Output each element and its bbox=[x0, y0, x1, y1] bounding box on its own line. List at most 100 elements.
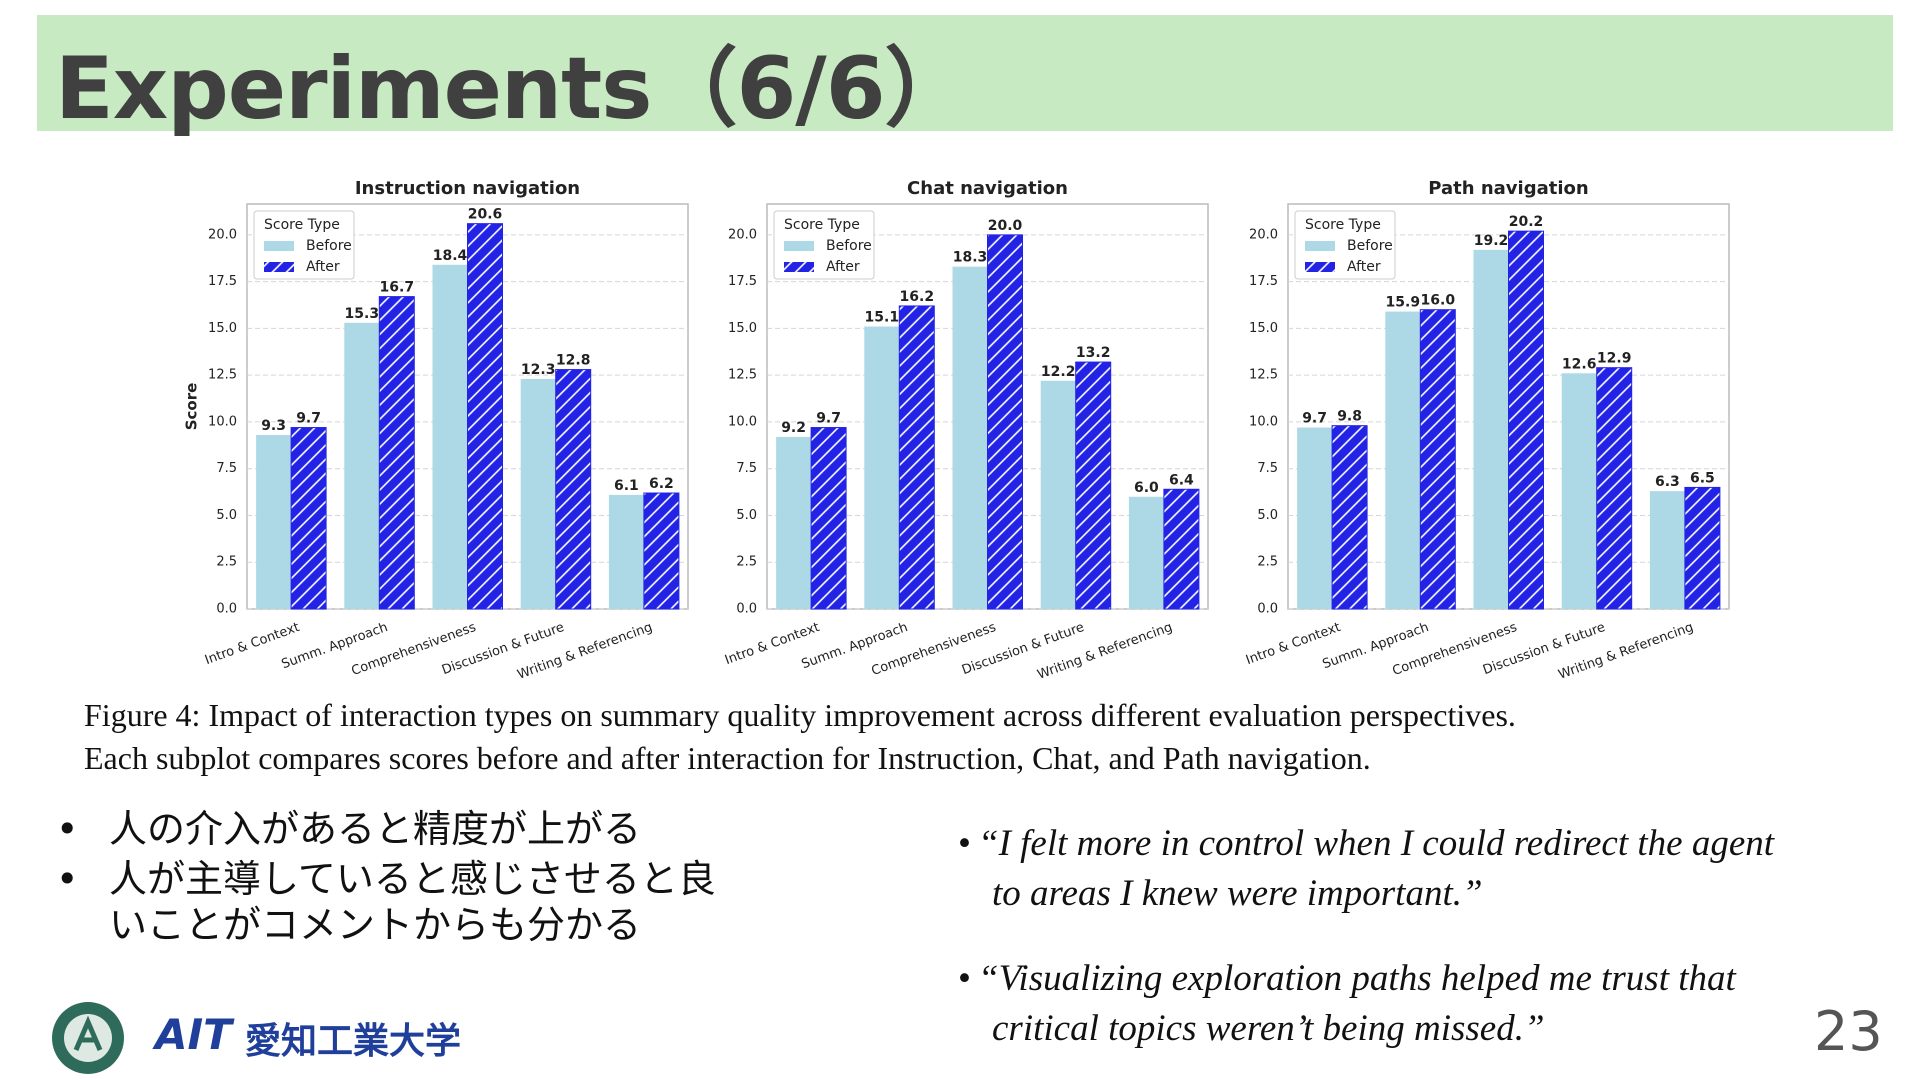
y-tick-label: 12.5 bbox=[1249, 368, 1278, 383]
quote-text: “Visualizing exploration paths helped me… bbox=[978, 958, 1736, 1049]
quote-dot: • bbox=[958, 958, 971, 999]
y-tick-label: 5.0 bbox=[216, 508, 237, 523]
value-label: 12.8 bbox=[556, 353, 591, 369]
bar bbox=[1596, 367, 1633, 610]
slide-title: Experiments（6/6） bbox=[55, 39, 971, 139]
bar bbox=[1649, 491, 1685, 609]
legend-title: Score Type bbox=[784, 217, 860, 233]
y-tick-label: 0.0 bbox=[216, 602, 237, 617]
bullet-dot: • bbox=[56, 857, 79, 901]
logo-emblem bbox=[52, 1002, 124, 1074]
legend-swatch bbox=[784, 241, 814, 251]
bar bbox=[776, 436, 812, 609]
bar bbox=[952, 266, 988, 609]
value-label: 15.9 bbox=[1386, 295, 1421, 311]
quote-dot: • bbox=[958, 823, 971, 864]
bar bbox=[520, 378, 556, 609]
value-label: 9.7 bbox=[296, 411, 321, 427]
value-label: 9.8 bbox=[1337, 409, 1362, 425]
y-tick-label: 2.5 bbox=[736, 555, 757, 570]
legend-label: Before bbox=[306, 238, 352, 254]
page-number: 23 bbox=[1814, 1000, 1883, 1063]
bar bbox=[432, 264, 468, 609]
legend-label: After bbox=[1347, 259, 1381, 275]
y-tick-label: 0.0 bbox=[1257, 602, 1278, 617]
y-tick-label: 20.0 bbox=[1249, 227, 1278, 242]
value-label: 9.2 bbox=[781, 420, 806, 436]
legend-swatch bbox=[264, 241, 294, 251]
caption-line: Figure 4: Impact of interaction types on… bbox=[84, 697, 1516, 733]
y-axis-label: Score bbox=[183, 383, 201, 431]
value-label: 20.0 bbox=[988, 218, 1023, 234]
y-tick-label: 17.5 bbox=[208, 274, 237, 289]
value-label: 15.3 bbox=[345, 306, 380, 322]
bar bbox=[1331, 425, 1368, 610]
bar bbox=[1684, 486, 1721, 610]
legend-label: After bbox=[826, 259, 860, 275]
title-bar bbox=[37, 15, 1893, 131]
legend-label: Before bbox=[1347, 238, 1393, 254]
bar bbox=[1163, 488, 1200, 610]
y-tick-label: 7.5 bbox=[1257, 461, 1278, 476]
legend-title: Score Type bbox=[1305, 217, 1381, 233]
y-tick-label: 12.5 bbox=[728, 368, 757, 383]
bar bbox=[1297, 427, 1333, 609]
y-tick-label: 15.0 bbox=[728, 321, 757, 336]
bar bbox=[378, 296, 415, 610]
caption-line: Each subplot compares scores before and … bbox=[84, 740, 1371, 776]
quote: • “Visualizing exploration paths helped m… bbox=[958, 954, 1788, 1054]
bar bbox=[810, 427, 847, 610]
legend-swatch bbox=[264, 262, 294, 272]
value-label: 9.3 bbox=[261, 418, 286, 434]
bar bbox=[1473, 249, 1509, 609]
chart-title: Instruction navigation bbox=[355, 178, 580, 199]
bar bbox=[987, 234, 1023, 610]
y-tick-label: 12.5 bbox=[208, 368, 237, 383]
bar bbox=[1128, 496, 1164, 609]
value-label: 6.2 bbox=[649, 476, 674, 492]
bar bbox=[898, 305, 935, 610]
value-label: 20.6 bbox=[468, 207, 503, 223]
legend-label: Before bbox=[826, 238, 872, 254]
y-tick-label: 15.0 bbox=[1249, 321, 1278, 336]
bar bbox=[344, 322, 380, 609]
bullet-text: 人が主導していると感じさせると良いことがコメントからも分かる bbox=[109, 857, 716, 947]
y-tick-label: 17.5 bbox=[1249, 274, 1278, 289]
value-label: 12.2 bbox=[1041, 364, 1076, 380]
value-label: 6.3 bbox=[1655, 474, 1680, 490]
bar bbox=[1075, 361, 1112, 610]
legend-swatch bbox=[1305, 241, 1335, 251]
y-tick-label: 5.0 bbox=[736, 508, 757, 523]
value-label: 19.2 bbox=[1474, 233, 1509, 249]
chart-title: Chat navigation bbox=[907, 178, 1068, 199]
bar bbox=[1508, 230, 1544, 610]
bar bbox=[1561, 373, 1597, 609]
value-label: 9.7 bbox=[816, 411, 841, 427]
value-label: 15.1 bbox=[865, 310, 900, 326]
value-label: 16.2 bbox=[900, 289, 935, 305]
legend-label: After bbox=[306, 259, 340, 275]
value-label: 13.2 bbox=[1076, 345, 1111, 361]
legend-swatch bbox=[1305, 262, 1335, 272]
y-tick-label: 2.5 bbox=[216, 555, 237, 570]
value-label: 6.0 bbox=[1134, 480, 1159, 496]
y-tick-label: 10.0 bbox=[728, 414, 757, 429]
bullet-text: 人の介入があると精度が上がる bbox=[109, 807, 642, 851]
value-label: 6.1 bbox=[614, 478, 639, 494]
y-tick-label: 5.0 bbox=[1257, 508, 1278, 523]
value-label: 16.0 bbox=[1421, 293, 1456, 309]
y-tick-label: 7.5 bbox=[736, 461, 757, 476]
value-label: 12.6 bbox=[1562, 356, 1597, 372]
chart-title: Path navigation bbox=[1428, 178, 1588, 199]
bar bbox=[290, 427, 327, 610]
y-tick-label: 0.0 bbox=[736, 602, 757, 617]
charts: Instruction navigation 0.0 2.5 5.0 7.5 10.0 12… bbox=[183, 178, 1730, 683]
y-tick-label: 2.5 bbox=[1257, 555, 1278, 570]
logo-name: 愛知工業大学 bbox=[245, 1021, 462, 1062]
y-tick-label: 15.0 bbox=[208, 321, 237, 336]
y-tick-label: 17.5 bbox=[728, 274, 757, 289]
bar bbox=[256, 435, 292, 609]
bar bbox=[1040, 380, 1076, 609]
y-tick-label: 20.0 bbox=[208, 227, 237, 242]
